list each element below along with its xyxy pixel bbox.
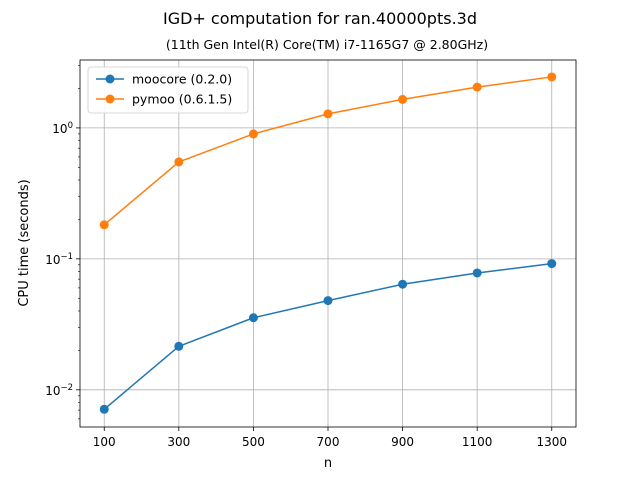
legend: moocore (0.2.0) pymoo (0.6.1.5) (87, 66, 249, 114)
data-point (174, 157, 184, 167)
data-point (472, 268, 482, 278)
y-tick-label: 10−1 (45, 252, 73, 267)
x-tick-label: 900 (391, 435, 414, 449)
y-axis-ticks: 10−210−1100 (45, 65, 80, 420)
data-point (248, 129, 258, 139)
data-point (323, 109, 333, 119)
chart-subtitle: (11th Gen Intel(R) Core(TM) i7-1165G7 @ … (166, 37, 488, 52)
data-point (398, 94, 408, 104)
legend-entry: moocore (0.2.0) (132, 72, 232, 87)
x-tick-label: 500 (242, 435, 265, 449)
y-tick-exponent: −2 (60, 383, 73, 393)
y-tick-base: 10 (45, 384, 60, 398)
x-axis-ticks: 100 300 500 700 900 1100 1300 (93, 427, 567, 449)
y-tick-label: 10−2 (45, 383, 73, 398)
data-point (248, 313, 258, 323)
data-point (174, 341, 184, 351)
data-point (99, 404, 109, 414)
legend-box (87, 66, 249, 114)
x-tick-label: 1300 (536, 435, 567, 449)
data-point (547, 72, 557, 82)
data-point (323, 296, 333, 306)
legend-entry: pymoo (0.6.1.5) (132, 92, 232, 107)
legend-marker (105, 94, 115, 104)
x-tick-label: 100 (93, 435, 116, 449)
legend-marker (105, 74, 115, 84)
x-axis-label: n (324, 456, 332, 471)
y-tick-base: 10 (45, 253, 60, 267)
series-layer (99, 72, 557, 414)
x-tick-label: 1100 (462, 435, 493, 449)
y-tick-label: 100 (52, 121, 73, 136)
y-tick-exponent: 0 (68, 121, 73, 131)
data-point (398, 279, 408, 289)
data-point (99, 220, 109, 230)
x-tick-label: 300 (167, 435, 190, 449)
data-point (547, 259, 557, 269)
x-tick-label: 700 (317, 435, 340, 449)
grid-lines (80, 60, 576, 427)
data-point (472, 82, 482, 92)
y-tick-exponent: −1 (60, 252, 73, 262)
y-axis-label: CPU time (seconds) (17, 179, 32, 306)
chart-title: IGD+ computation for ran.40000pts.3d (163, 9, 477, 28)
y-tick-base: 10 (52, 122, 67, 136)
